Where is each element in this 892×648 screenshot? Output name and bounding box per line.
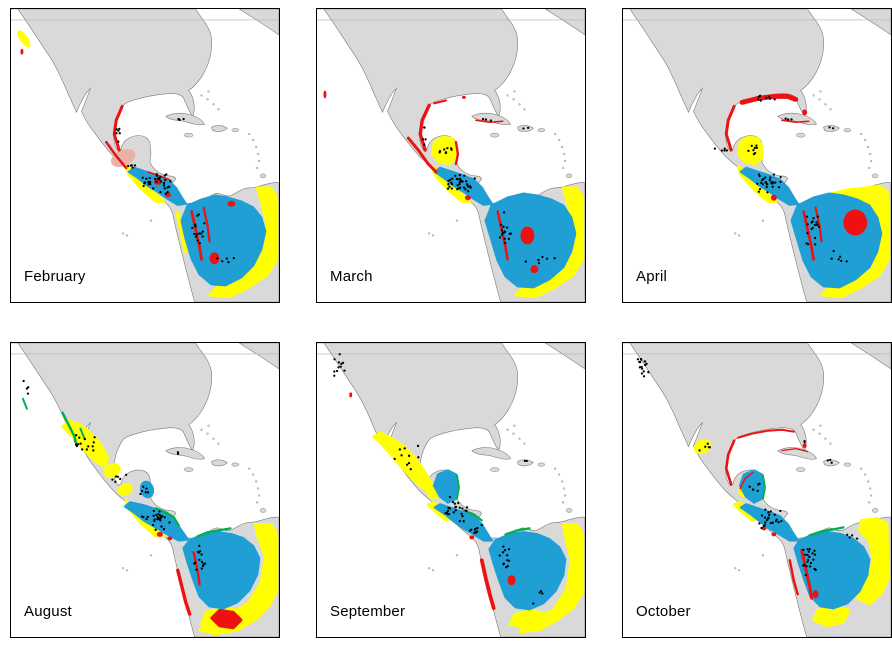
overlay-layer <box>724 93 891 299</box>
map-panel-february: February <box>10 8 280 303</box>
overlay-layer <box>693 428 891 628</box>
distribution-map <box>11 9 279 302</box>
distribution-map <box>317 343 585 637</box>
occurrence-dots-layer <box>713 94 848 263</box>
month-label: October <box>636 603 691 620</box>
month-label: February <box>24 268 86 285</box>
month-label: March <box>330 268 373 285</box>
distribution-map <box>317 9 585 302</box>
islands-layer <box>122 424 267 572</box>
distribution-map <box>623 343 891 637</box>
occurrence-dots-layer <box>115 117 235 264</box>
overlay-layer <box>323 90 585 299</box>
month-label: April <box>636 268 668 285</box>
map-panel-october: October <box>622 342 892 638</box>
occurrence-dots-layer <box>421 117 556 265</box>
overlay-layer <box>21 397 279 636</box>
islands-layer <box>122 90 267 237</box>
month-label: September <box>330 603 406 620</box>
map-panel-april: April <box>622 8 892 303</box>
islands-layer <box>428 424 573 572</box>
distribution-map <box>623 9 891 302</box>
map-panel-september: September <box>316 342 586 638</box>
map-panel-march: March <box>316 8 586 303</box>
month-label: August <box>24 603 72 620</box>
occurrence-dots-layer <box>333 353 544 605</box>
distribution-map <box>11 343 279 637</box>
map-panel-august: August <box>10 342 280 638</box>
occurrence-dots-layer <box>636 357 859 577</box>
occurrence-dots-layer <box>22 379 207 571</box>
